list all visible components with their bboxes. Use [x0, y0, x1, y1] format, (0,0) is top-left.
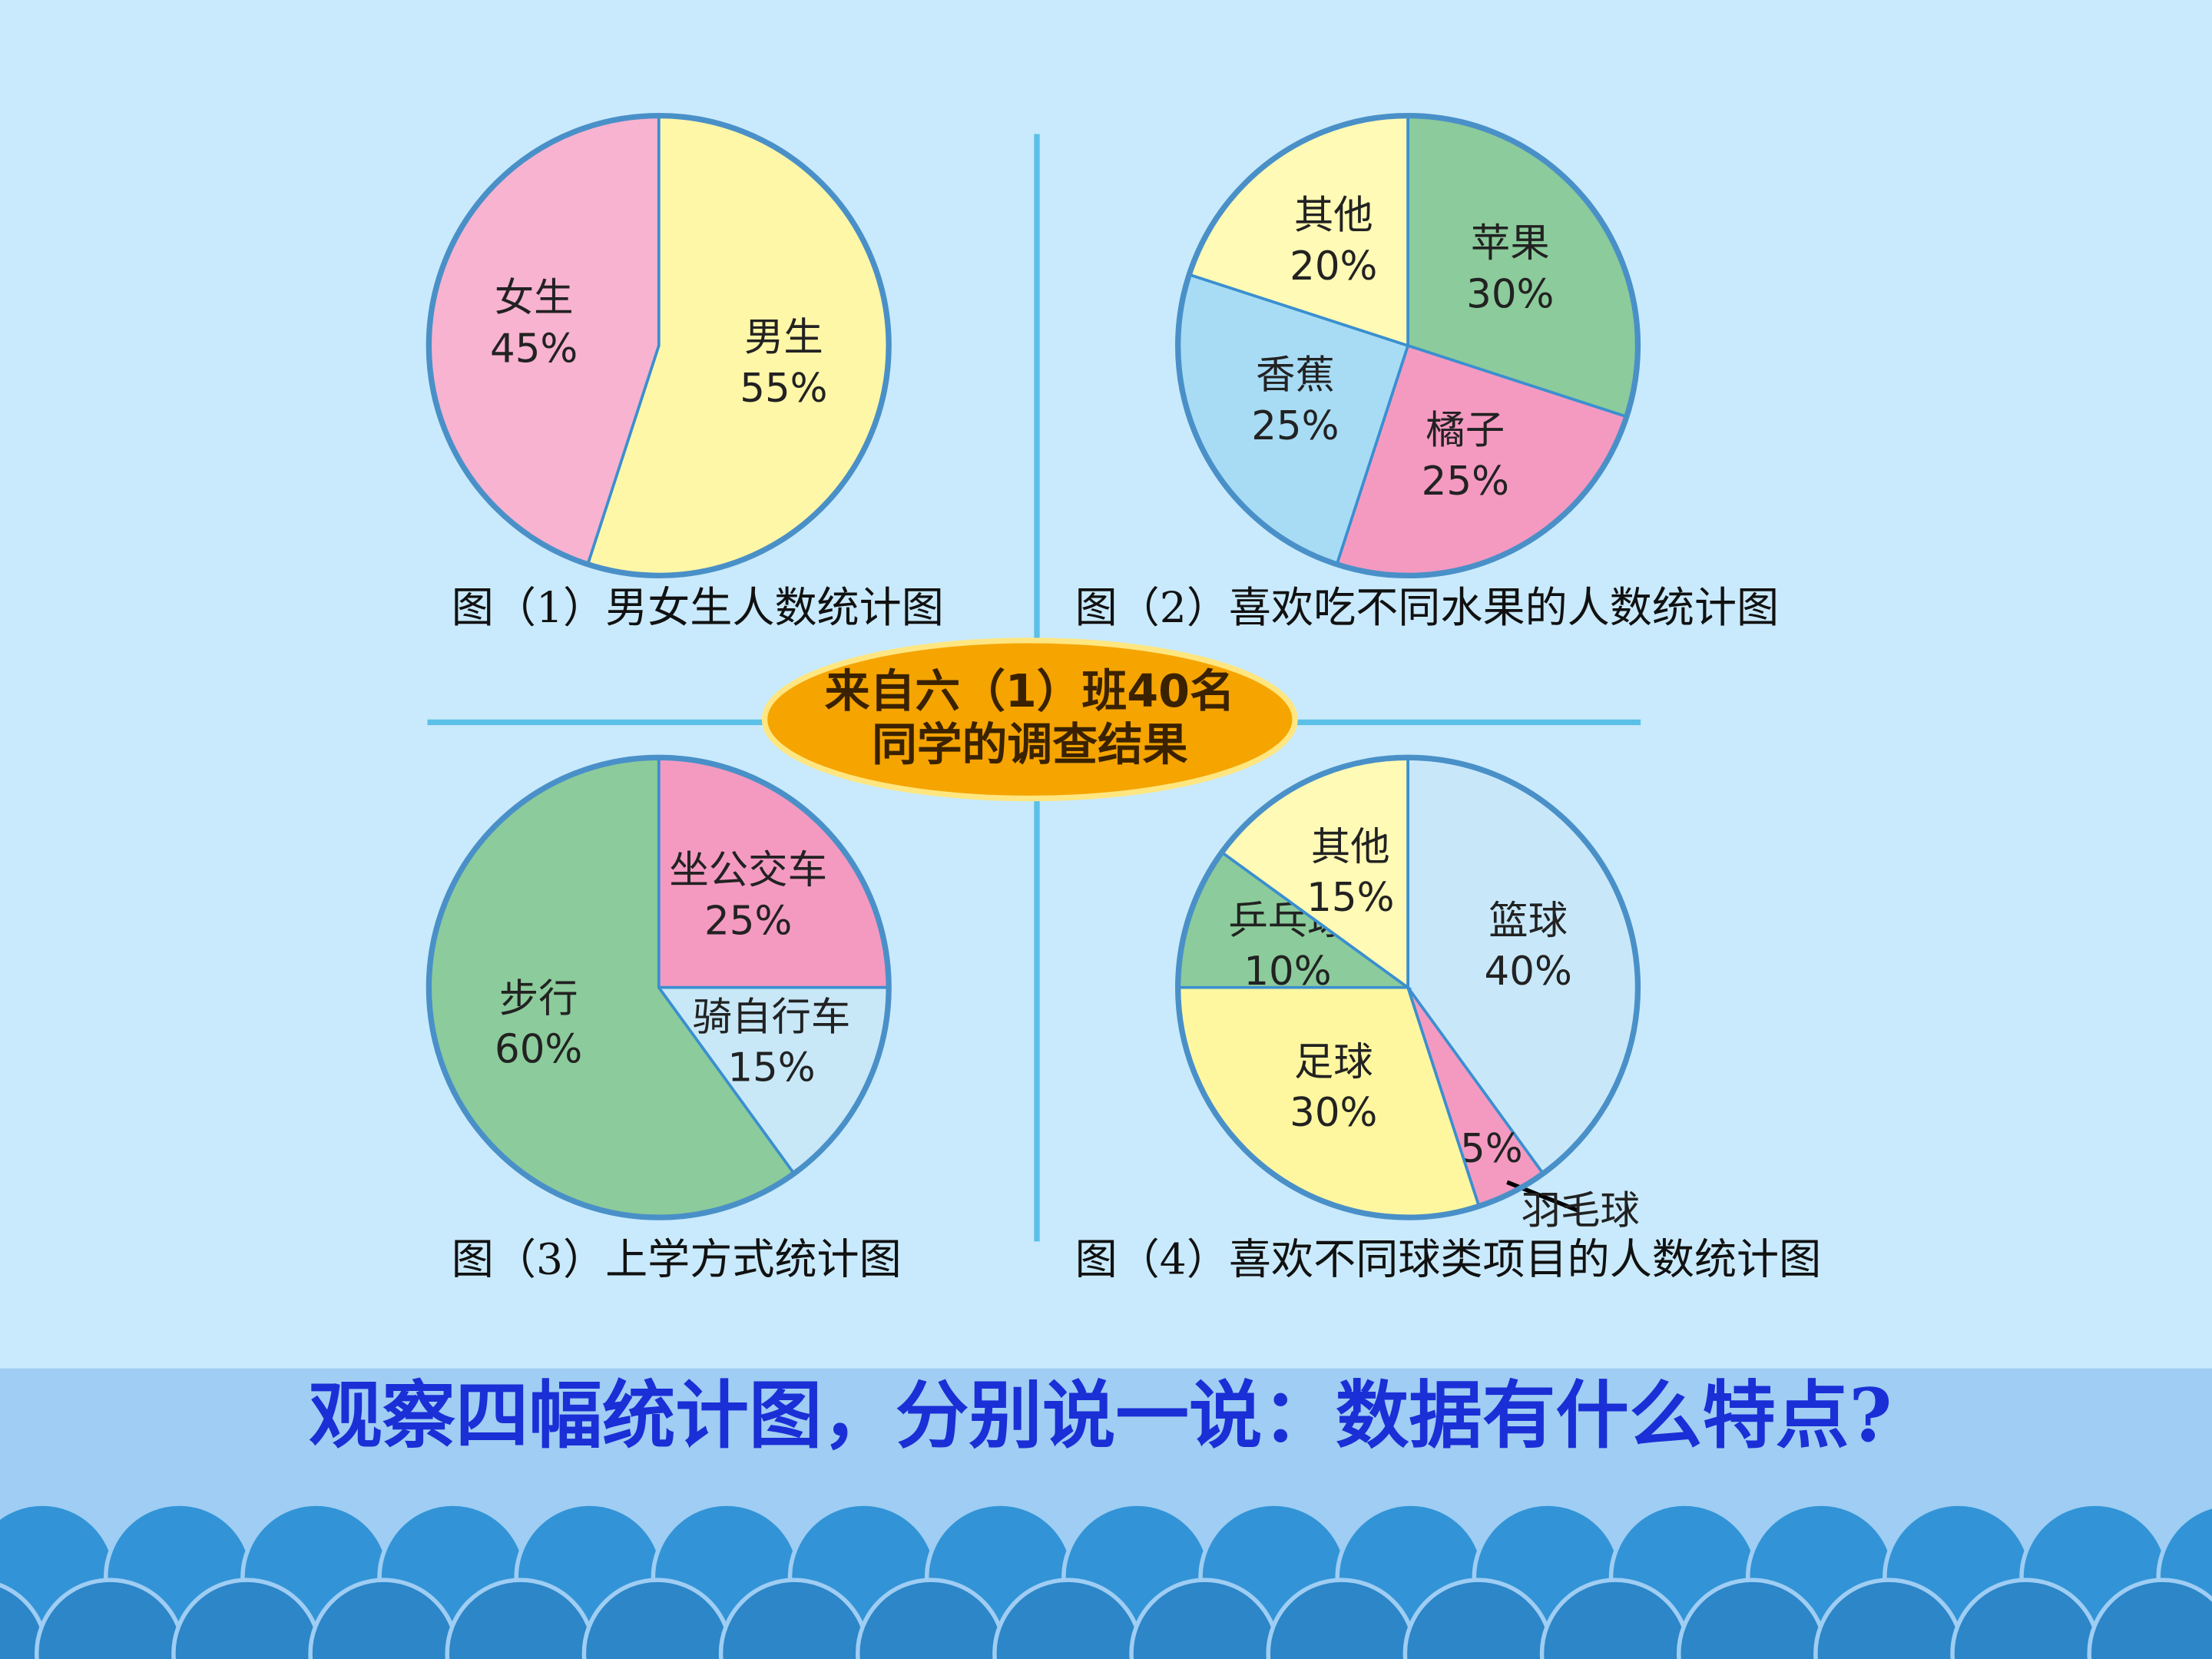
- pie-rim: [426, 754, 892, 1220]
- slice-value: 55%: [740, 366, 827, 412]
- slice-name: 步行: [499, 976, 578, 1022]
- slice-name: 羽毛球: [1522, 1188, 1640, 1234]
- slice-name: 香蕉: [1256, 353, 1335, 399]
- slice-value: 10%: [1243, 949, 1331, 995]
- slice-value: 25%: [1422, 459, 1509, 505]
- slice-value: 40%: [1485, 949, 1572, 995]
- slice-name: 其他: [1294, 193, 1373, 239]
- slice-value: 60%: [495, 1027, 582, 1073]
- slice-value: 15%: [1306, 875, 1394, 921]
- slice-value: 5%: [1460, 1126, 1523, 1172]
- slice-name: 苹果: [1471, 220, 1550, 267]
- badge-text: 同学的调查结果: [872, 718, 1188, 771]
- pie-rim: [1175, 112, 1641, 579]
- pie-rim: [426, 112, 892, 579]
- slice-name: 橘子: [1426, 408, 1505, 454]
- slice-name: 其他: [1311, 824, 1390, 870]
- badge-text: 来自六（1）班40名: [825, 664, 1235, 717]
- slice-name: 女生: [495, 275, 574, 321]
- slice-value: 30%: [1290, 1090, 1377, 1136]
- question: 观察四幅统计图，分别说一说：数据有什么特点?: [309, 1372, 1892, 1459]
- wave: [2087, 1578, 2212, 1659]
- chart-title: 图（4）喜欢不同球类项目的人数统计图: [1075, 1234, 1822, 1283]
- waves: [0, 1502, 2212, 1659]
- slice-name: 骑自行车: [693, 994, 851, 1040]
- slice-value: 20%: [1290, 243, 1377, 290]
- slice-value: 30%: [1466, 271, 1554, 317]
- pie-rim: [1175, 754, 1641, 1220]
- slice-value: 25%: [1251, 403, 1339, 449]
- slice-value: 15%: [727, 1045, 815, 1091]
- slice-name: 篮球: [1488, 898, 1568, 944]
- slice-name: 坐公交车: [669, 847, 827, 893]
- slice-value: 45%: [490, 326, 578, 372]
- chart-title: 图（1）男女生人数统计图: [452, 583, 944, 632]
- slice-value: 25%: [704, 898, 792, 944]
- chart-title: 图（3）上学方式统计图: [452, 1234, 902, 1283]
- badge: [761, 637, 1298, 802]
- slice-name: 足球: [1294, 1039, 1373, 1085]
- slice-name: 男生: [744, 315, 823, 361]
- chart-title: 图（2）喜欢吃不同水果的人数统计图: [1075, 583, 1780, 632]
